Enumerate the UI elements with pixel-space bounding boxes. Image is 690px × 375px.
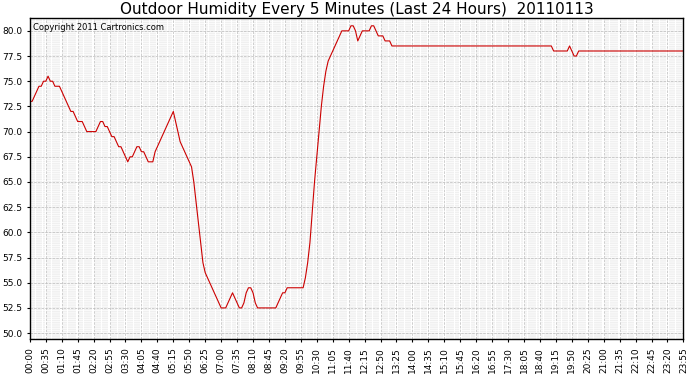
- Title: Outdoor Humidity Every 5 Minutes (Last 24 Hours)  20110113: Outdoor Humidity Every 5 Minutes (Last 2…: [120, 2, 593, 17]
- Text: Copyright 2011 Cartronics.com: Copyright 2011 Cartronics.com: [33, 23, 164, 32]
